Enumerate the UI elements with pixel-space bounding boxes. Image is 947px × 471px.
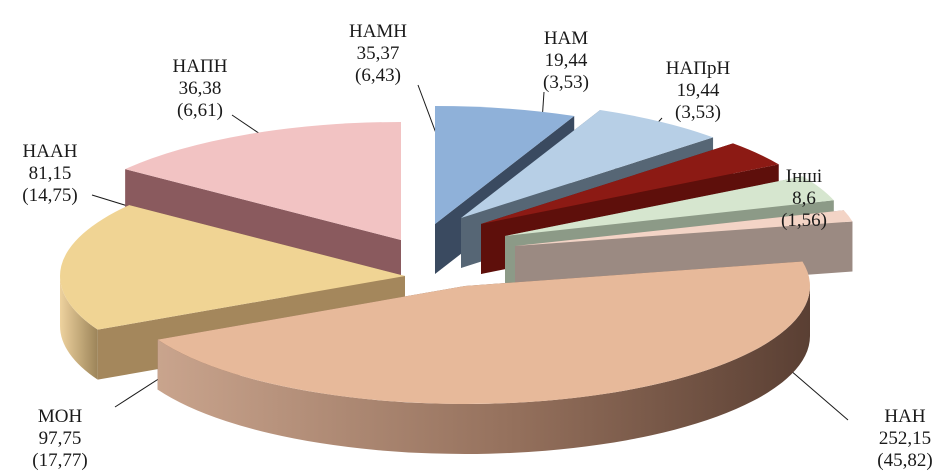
label-percent: (6,61): [177, 100, 223, 121]
label-value: 19,44: [677, 80, 720, 101]
label-percent: (6,43): [355, 65, 401, 86]
slice-top: [505, 176, 834, 236]
data-labels: НАН 252,15 (45,82) МОН 97,75 (17,77) НААН 81,15…: [22, 21, 932, 471]
label-інші: Інші 8,6 (1,56): [781, 166, 827, 231]
label-мон: МОН 97,75 (17,77): [32, 406, 87, 471]
label-name: НАПН: [173, 56, 228, 77]
label-value: 81,15: [29, 163, 72, 184]
label-value: 36,38: [179, 78, 222, 99]
label-value: 252,15: [879, 428, 931, 449]
label-percent: (17,77): [32, 450, 87, 471]
slice-top: [461, 110, 714, 218]
label-name: НААН: [23, 141, 78, 162]
label-name: НАПрН: [666, 58, 731, 79]
label-name: НАМ: [544, 28, 588, 49]
label-напн: НАПН 36,38 (6,61): [173, 56, 228, 121]
label-percent: (45,82): [877, 450, 932, 471]
label-наан: НААН 81,15 (14,75): [22, 141, 77, 206]
leader-line: [789, 369, 849, 421]
label-напрн: НАПрН 19,44 (3,53): [666, 58, 731, 123]
slice-нан: [157, 261, 811, 455]
slices: [59, 106, 853, 455]
label-value: 97,75: [39, 428, 82, 449]
label-name: МОН: [38, 406, 83, 427]
label-намн: НАМН 35,37 (6,43): [349, 21, 407, 86]
label-value: 8,6: [792, 188, 816, 209]
leader-line: [114, 377, 161, 408]
slice-top: [515, 210, 853, 246]
slice-top: [434, 106, 575, 224]
slice-top: [481, 143, 779, 224]
label-нан: НАН 252,15 (45,82): [877, 406, 932, 471]
slice-top: [125, 122, 401, 240]
label-value: 19,44: [545, 50, 588, 71]
label-value: 35,37: [357, 43, 400, 64]
label-нам: НАМ 19,44 (3,53): [543, 28, 589, 93]
slice-top: [59, 205, 406, 330]
label-percent: (3,53): [543, 72, 589, 93]
label-name: Інші: [786, 166, 822, 187]
slice-side: [60, 276, 98, 380]
label-name: НАМН: [349, 21, 407, 42]
label-percent: (3,53): [675, 102, 721, 123]
slice-side: [157, 286, 811, 455]
slice-top: [157, 261, 811, 405]
label-percent: (1,56): [781, 210, 827, 231]
label-name: НАН: [884, 406, 925, 427]
label-percent: (14,75): [22, 185, 77, 206]
